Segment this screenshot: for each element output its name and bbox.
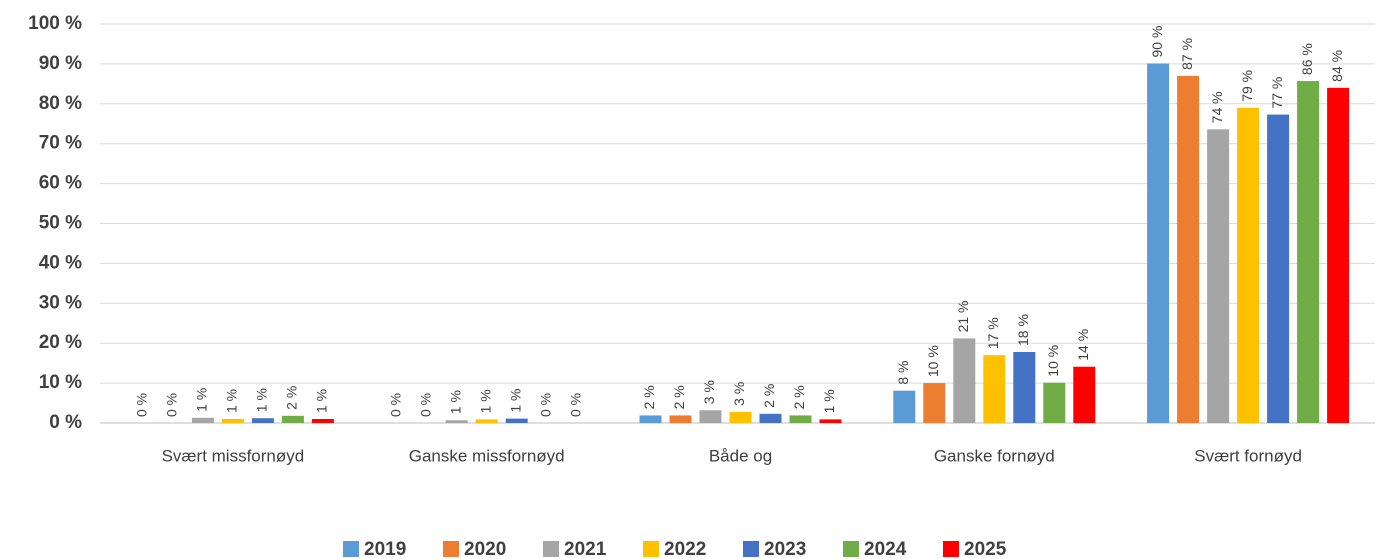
value-label: 2 % <box>791 385 807 409</box>
x-tick-label: Svært missfornøyd <box>162 446 305 465</box>
value-label: 1 % <box>194 388 210 412</box>
y-tick-label: 20 % <box>39 332 82 353</box>
legend-label: 2021 <box>564 539 607 559</box>
value-label: 0 % <box>537 393 553 417</box>
value-label: 2 % <box>641 385 657 409</box>
value-label: 0 % <box>417 393 433 417</box>
x-tick-label: Ganske fornøyd <box>934 446 1055 465</box>
bar <box>983 355 1006 423</box>
legend-swatch <box>943 541 959 557</box>
value-label: 90 % <box>1149 26 1165 58</box>
bar <box>221 419 244 423</box>
value-label: 17 % <box>985 317 1001 349</box>
bar <box>729 411 752 423</box>
y-tick-label: 40 % <box>39 252 82 273</box>
bar <box>191 417 214 423</box>
bar <box>505 418 528 423</box>
bar <box>311 419 334 423</box>
bar <box>1013 351 1036 423</box>
legend-label: 2024 <box>864 539 907 559</box>
value-label: 3 % <box>731 382 747 406</box>
value-label: 3 % <box>701 380 717 404</box>
x-tick-label: Svært fornøyd <box>1194 446 1302 465</box>
y-tick-label: 100 % <box>28 13 82 34</box>
bar <box>251 418 274 423</box>
value-label: 21 % <box>955 300 971 332</box>
value-label: 1 % <box>224 389 240 413</box>
y-tick-label: 70 % <box>39 133 82 154</box>
value-label: 1 % <box>477 389 493 413</box>
bar <box>759 413 782 423</box>
bar <box>923 383 946 423</box>
legend-swatch <box>543 541 559 557</box>
bar <box>1237 107 1260 423</box>
bar <box>1147 63 1170 423</box>
value-label: 2 % <box>284 386 300 410</box>
bar <box>1267 114 1290 423</box>
value-label: 79 % <box>1239 70 1255 102</box>
legend-swatch <box>443 541 459 557</box>
bar <box>953 338 976 423</box>
bar <box>669 415 692 423</box>
bar <box>789 415 812 423</box>
value-label: 1 % <box>254 388 270 412</box>
legend-swatch <box>643 541 659 557</box>
y-tick-label: 10 % <box>39 372 82 393</box>
y-tick-label: 90 % <box>39 53 82 74</box>
value-label: 1 % <box>821 389 837 413</box>
y-tick-label: 30 % <box>39 292 82 313</box>
bar <box>1073 366 1096 423</box>
bar <box>1043 382 1066 423</box>
legend-swatch <box>743 541 759 557</box>
legend-label: 2023 <box>764 539 806 559</box>
legend-label: 2020 <box>464 539 506 559</box>
value-label: 8 % <box>895 361 911 385</box>
bar <box>893 390 916 423</box>
value-label: 1 % <box>447 390 463 414</box>
value-label: 84 % <box>1329 50 1345 82</box>
value-label: 1 % <box>507 388 523 412</box>
x-tick-label: Ganske missfornøyd <box>409 446 565 465</box>
value-label: 87 % <box>1179 38 1195 70</box>
legend-swatch <box>843 541 859 557</box>
bar <box>281 415 304 423</box>
bar <box>1297 81 1320 423</box>
value-label: 0 % <box>164 393 180 417</box>
y-tick-label: 80 % <box>39 93 82 114</box>
bar <box>445 420 468 423</box>
x-tick-label: Både og <box>709 446 772 465</box>
value-label: 86 % <box>1299 43 1315 75</box>
y-tick-label: 0 % <box>49 412 82 433</box>
bar <box>639 415 662 423</box>
value-label: 1 % <box>314 389 330 413</box>
value-label: 77 % <box>1269 77 1285 109</box>
y-tick-label: 60 % <box>39 173 82 194</box>
legend-label: 2025 <box>964 539 1007 559</box>
legend-swatch <box>343 541 359 557</box>
bar <box>475 419 498 423</box>
bar <box>1327 87 1350 423</box>
bar <box>1177 75 1200 424</box>
bar <box>1207 129 1230 423</box>
value-label: 2 % <box>761 384 777 408</box>
value-label: 2 % <box>671 385 687 409</box>
legend-label: 2022 <box>664 539 706 559</box>
value-label: 10 % <box>925 345 941 377</box>
value-label: 18 % <box>1015 314 1031 346</box>
value-label: 0 % <box>134 393 150 417</box>
value-label: 0 % <box>387 393 403 417</box>
bar <box>699 410 722 423</box>
value-label: 14 % <box>1075 329 1091 361</box>
legend-label: 2019 <box>364 539 406 559</box>
value-label: 0 % <box>567 393 583 417</box>
y-tick-label: 50 % <box>39 213 82 234</box>
bar <box>819 419 842 423</box>
value-label: 10 % <box>1045 345 1061 377</box>
value-label: 74 % <box>1209 91 1225 123</box>
